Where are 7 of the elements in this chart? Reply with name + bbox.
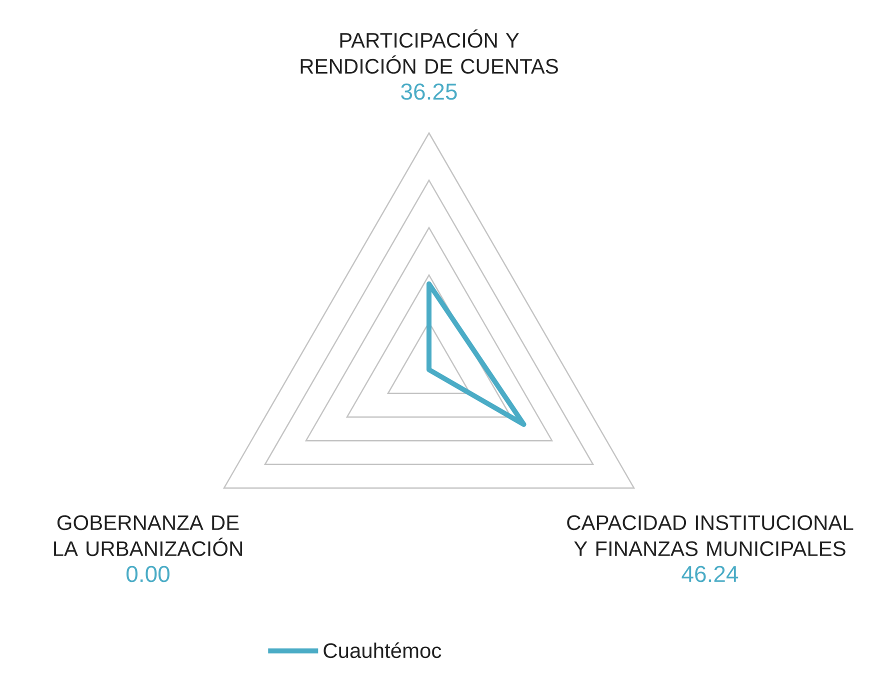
text: 0.00 xyxy=(126,566,170,582)
spoke-label: CAPACIDAD INSTITUCIONAL Y FINANZAS MUNICIPALES xyxy=(567,515,854,556)
spoke-label: GOBERNANZA DE LA URBANIZACIÓN xyxy=(54,515,242,556)
legend-label: Cuauhtémoc xyxy=(324,642,442,658)
text: 46.24 xyxy=(682,566,738,582)
spoke-label: PARTICIPACIÓN Y RENDICIÓN DE CUENTAS xyxy=(300,29,558,74)
text: 36.25 xyxy=(401,84,457,100)
